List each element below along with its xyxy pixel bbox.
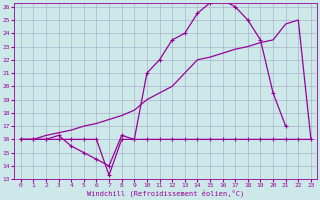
X-axis label: Windchill (Refroidissement éolien,°C): Windchill (Refroidissement éolien,°C) — [87, 190, 244, 197]
